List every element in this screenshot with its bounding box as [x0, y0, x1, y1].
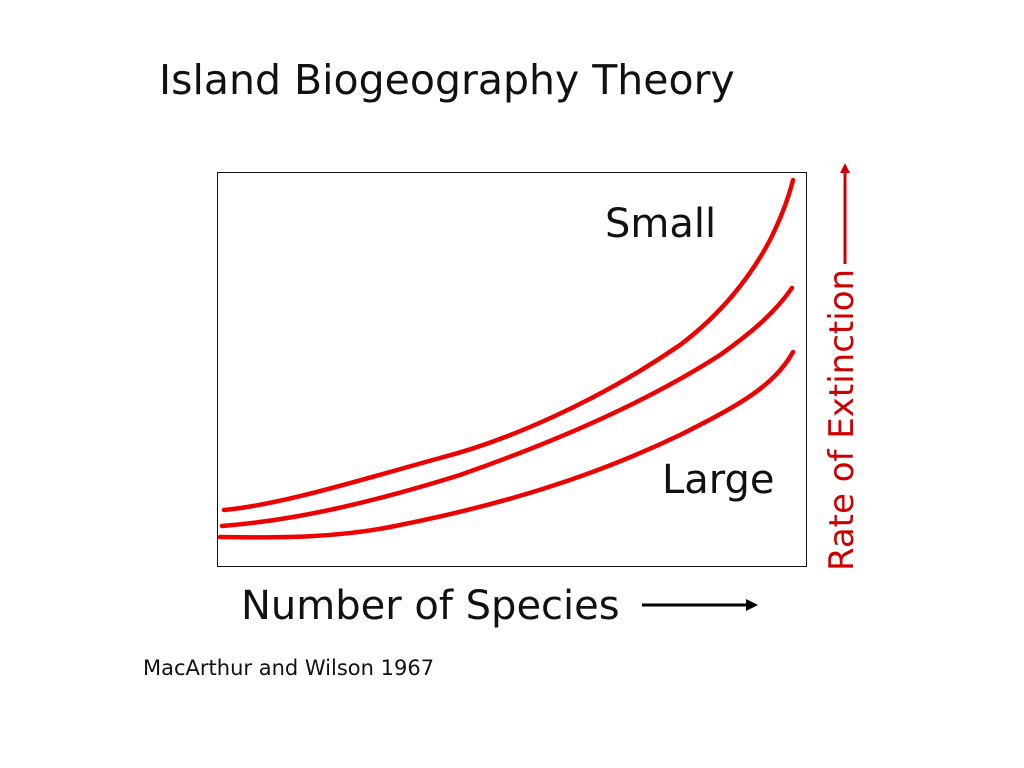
x-axis-label: Number of Species [241, 583, 620, 629]
slide-title: Island Biogeography Theory [159, 56, 735, 104]
plot-frame [217, 172, 807, 567]
y-axis-label: Rate of Extinction [822, 268, 862, 572]
large-island-label: Large [662, 457, 775, 503]
citation: MacArthur and Wilson 1967 [143, 656, 435, 680]
small-island-label: Small [605, 201, 717, 247]
